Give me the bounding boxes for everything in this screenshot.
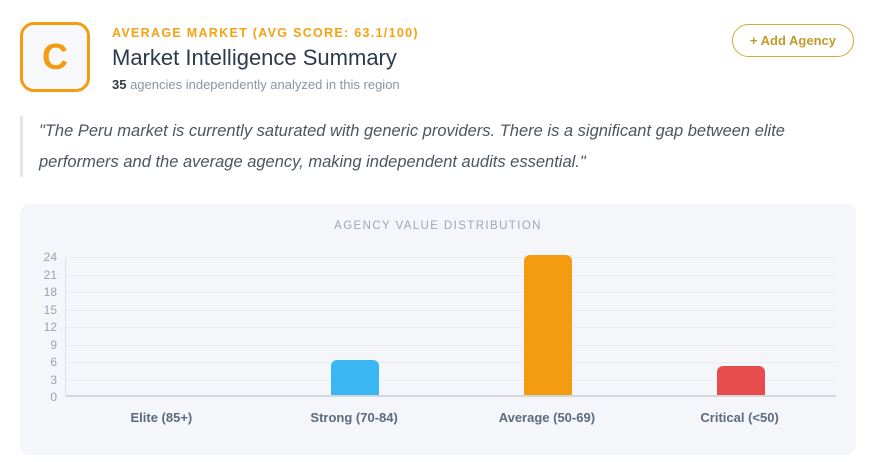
gridline-12 xyxy=(66,327,836,328)
agency-count: 35 xyxy=(112,77,127,92)
gridline-3 xyxy=(66,379,836,381)
x-label-critical: Critical (<50) xyxy=(700,410,779,425)
subtitle-text: agencies independently analyzed in this … xyxy=(126,77,400,92)
logo-letter: C xyxy=(42,36,68,77)
gridline-15 xyxy=(66,309,836,311)
chart-panel: AGENCY VALUE DISTRIBUTION 0 3 6 9 12 15 18 21 24… xyxy=(20,204,856,455)
gridline-24 xyxy=(66,257,836,258)
y-tick-12: 12 xyxy=(43,320,57,334)
market-quote: "The Peru market is currently saturated … xyxy=(20,116,840,178)
y-tick-6: 6 xyxy=(50,355,57,369)
x-label-elite: Elite (85+) xyxy=(130,410,193,425)
x-label-strong: Strong (70-84) xyxy=(310,410,398,425)
x-axis-labels: Elite (85+) Strong (70-84) Average (50-69)… xyxy=(65,410,836,425)
market-score-kicker: AVERAGE MARKET (AVG SCORE: 63.1/100) xyxy=(112,26,419,40)
add-agency-button[interactable]: + Add Agency xyxy=(731,24,854,57)
y-tick-21: 21 xyxy=(43,267,57,282)
gridline-9 xyxy=(66,344,836,346)
bar-chart-plot xyxy=(65,255,836,397)
bar-average xyxy=(523,255,572,395)
page-title: Market Intelligence Summary xyxy=(112,45,397,70)
gridline-6 xyxy=(66,362,836,363)
y-tick-3: 3 xyxy=(50,372,57,387)
bar-critical xyxy=(716,365,765,395)
y-tick-9: 9 xyxy=(50,337,57,352)
x-label-average: Average (50-69) xyxy=(498,410,596,425)
gridline-18 xyxy=(66,292,836,293)
y-tick-18: 18 xyxy=(43,285,57,299)
y-tick-15: 15 xyxy=(43,302,57,317)
y-tick-24: 24 xyxy=(43,250,57,264)
agency-logo: C xyxy=(20,22,90,92)
chart-title: AGENCY VALUE DISTRIBUTION xyxy=(334,220,542,232)
bar-strong xyxy=(331,360,380,395)
header: C AVERAGE MARKET (AVG SCORE: 63.1/100) M… xyxy=(20,22,854,92)
y-tick-0: 0 xyxy=(50,390,57,404)
header-text: AVERAGE MARKET (AVG SCORE: 63.1/100) Mar… xyxy=(112,22,732,92)
gridline-21 xyxy=(66,274,836,276)
subtitle: 35 agencies independently analyzed in th… xyxy=(112,77,732,92)
